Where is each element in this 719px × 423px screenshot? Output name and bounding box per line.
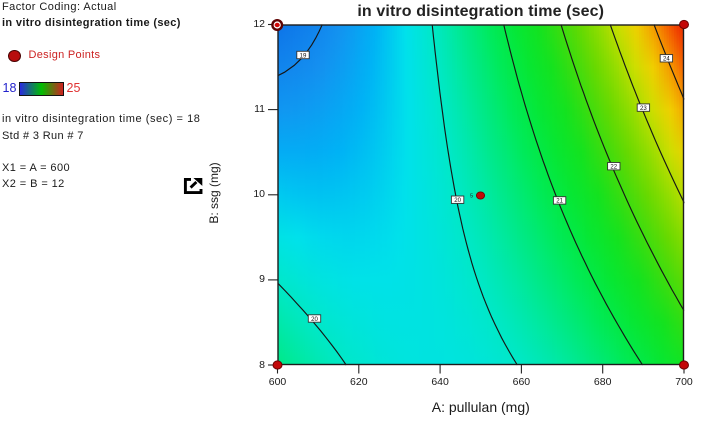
svg-text:21: 21 <box>556 198 563 205</box>
svg-text:20: 20 <box>311 316 318 323</box>
svg-text:20: 20 <box>454 197 461 204</box>
svg-text:5: 5 <box>470 194 473 200</box>
svg-text:19: 19 <box>300 52 307 59</box>
svg-text:24: 24 <box>663 56 670 63</box>
svg-text:22: 22 <box>610 164 617 171</box>
svg-text:23: 23 <box>640 105 647 112</box>
